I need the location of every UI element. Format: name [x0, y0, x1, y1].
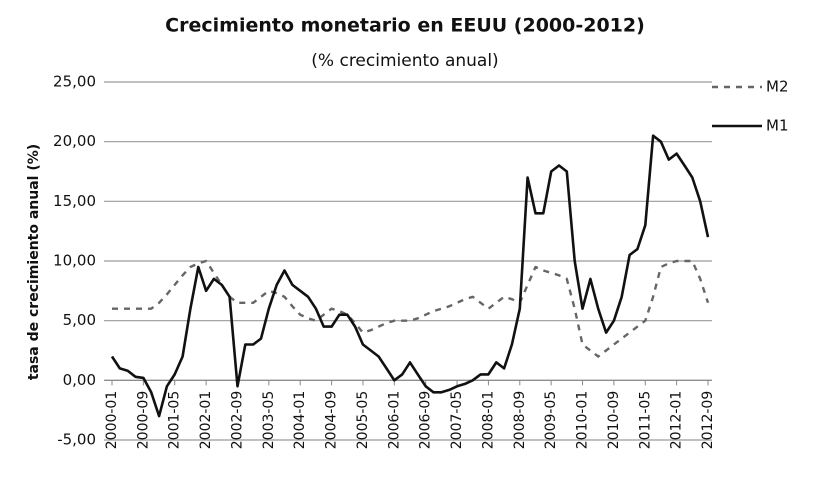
x-tick-label: 2010-09	[606, 391, 622, 450]
x-tick-label: 2002-09	[229, 391, 245, 450]
x-tick-label: 2012-09	[700, 391, 716, 450]
x-tick-label: 2002-01	[198, 391, 214, 450]
x-tick-label: 2006-09	[418, 391, 434, 450]
x-tick-label: 2005-05	[355, 391, 371, 450]
legend-label: M2	[766, 78, 789, 96]
x-tick-label: 2008-01	[480, 391, 496, 450]
x-tick-label: 2010-01	[575, 391, 591, 450]
series-line	[110, 134, 710, 418]
x-tick-label: 2009-05	[543, 391, 559, 450]
series-line	[112, 259, 710, 358]
chart-title: Crecimiento monetario en EEUU (2000-2012…	[165, 15, 645, 37]
y-tick-label: 0,00	[63, 371, 96, 389]
chart-subtitle: (% crecimiento anual)	[311, 51, 498, 71]
y-tick-label: 25,00	[53, 73, 96, 91]
x-tick-label: 2011-05	[637, 391, 653, 450]
y-tick-label: 5,00	[63, 311, 96, 329]
y-tick-label: 20,00	[53, 132, 96, 150]
x-tick-label: 2007-05	[449, 391, 465, 450]
x-tick-label: 2008-09	[512, 391, 528, 450]
x-tick-label: 2006-01	[386, 391, 402, 450]
x-tick-label: 2004-09	[324, 391, 340, 450]
x-tick-label: 2000-09	[135, 391, 151, 450]
x-tick-label: 2001-05	[167, 391, 183, 450]
x-tick-label: 2000-01	[104, 391, 120, 450]
y-tick-label: 10,00	[53, 252, 96, 270]
y-tick-label: 15,00	[53, 192, 96, 210]
legend-label: M1	[766, 117, 789, 135]
x-tick-label: 2012-01	[669, 391, 685, 450]
y-tick-label: -5,00	[57, 431, 96, 449]
y-axis-label: tasa de crecimiento anual (%)	[26, 144, 42, 380]
x-tick-label: 2003-05	[261, 391, 277, 450]
x-tick-label: 2004-01	[292, 391, 308, 450]
